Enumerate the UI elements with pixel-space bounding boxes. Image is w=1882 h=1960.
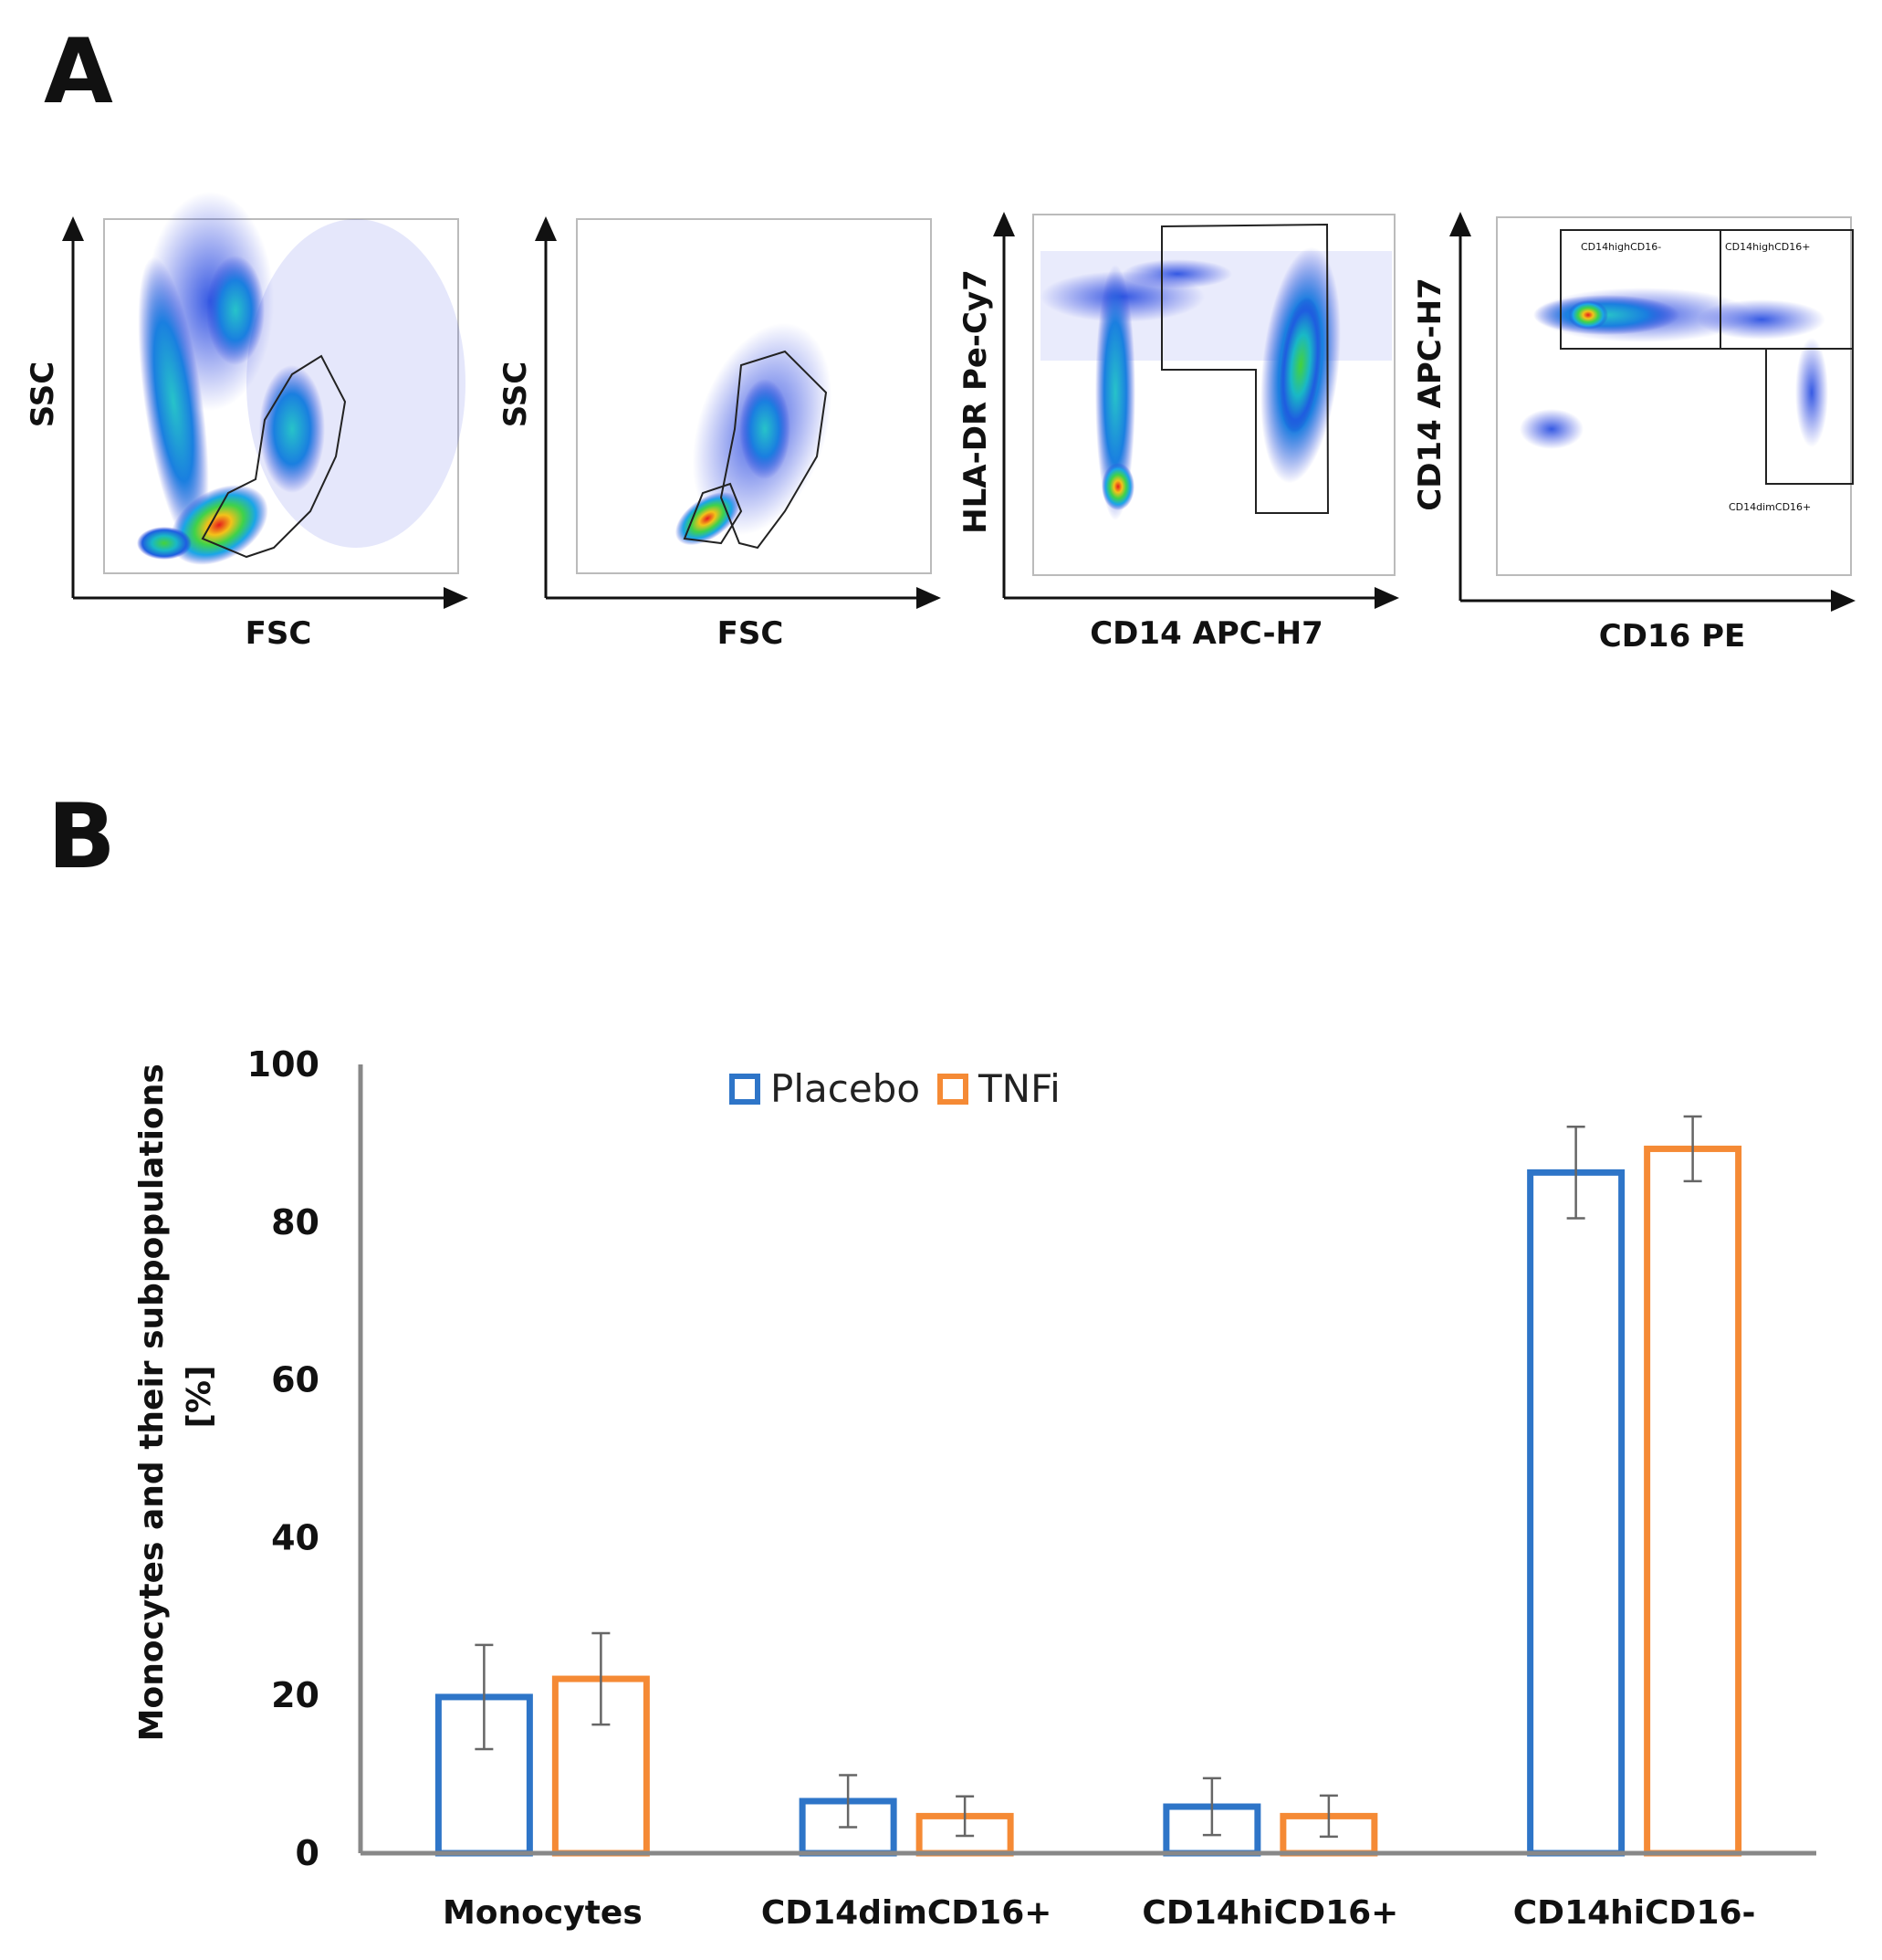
hla-dr-gate	[1161, 223, 1330, 514]
y-tick-label: 0	[296, 1833, 319, 1873]
monocyte-gate	[201, 354, 347, 559]
axes	[358, 1064, 1816, 1856]
x-axis-label: CD16 PE	[1599, 618, 1745, 655]
gate-box-cd14dim-cd16pos	[1765, 348, 1854, 485]
x-category-label: CD14dimCD16+	[761, 1894, 1052, 1932]
y-tick-label: 20	[271, 1675, 319, 1715]
gate-label-cd14dim-cd16pos: CD14dimCD16+	[1729, 501, 1811, 513]
bar-tnfi-cd14hicd16-	[1644, 1145, 1742, 1857]
flow-plot-4: CD14highCD16- CD14highCD16+ CD14dimCD16+…	[1412, 212, 1856, 655]
y-tick-label: 60	[271, 1360, 319, 1400]
lymph-gate	[683, 482, 743, 545]
panel-b-letter: B	[47, 785, 116, 889]
x-category-label: CD14hiCD16-	[1513, 1894, 1756, 1932]
density-cloud	[1520, 288, 1828, 449]
gate-label-cd14high-cd16pos: CD14highCD16+	[1725, 241, 1811, 253]
y-ticks: 0 20 40 60 80 100	[247, 1044, 319, 1873]
y-axis-title: Monocytes and their subpopulations [%]	[133, 1053, 218, 1742]
gate-label-cd14high-cd16neg: CD14highCD16-	[1581, 241, 1661, 253]
legend-swatch-tnfi	[937, 1074, 968, 1105]
flow-plot-2: FSC SSC	[497, 216, 941, 652]
x-axis-label: FSC	[246, 615, 312, 652]
x-axis-label: CD14 APC-H7	[1090, 615, 1323, 652]
y-axis-label: SSC	[497, 362, 534, 427]
x-category-label: CD14hiCD16+	[1142, 1894, 1398, 1932]
bar-placebo-cd14hicd16-	[1527, 1169, 1626, 1857]
y-axis-label: HLA-DR Pe-Cy7	[957, 269, 994, 534]
monocyte-gate	[719, 350, 828, 550]
y-axis-title-line-1: Monocytes and their subpopulations	[133, 1064, 171, 1741]
error-bars	[475, 1115, 1702, 1839]
x-category-label: Monocytes	[443, 1894, 643, 1932]
y-tick-label: 100	[247, 1044, 319, 1085]
y-axis-title-line-2: [%]	[181, 1366, 218, 1429]
y-axis-label: SSC	[25, 362, 61, 427]
legend-label-placebo: Placebo	[770, 1066, 920, 1111]
y-tick-label: 40	[271, 1517, 319, 1557]
x-axis-label: FSC	[717, 615, 784, 652]
legend: Placebo TNFi	[729, 1066, 1061, 1111]
flow-plot-1: FSC SSC	[25, 192, 468, 652]
y-tick-label: 80	[271, 1202, 319, 1242]
density-cloud	[1040, 246, 1392, 520]
bars	[434, 1145, 1742, 1857]
category-labels: Monocytes CD14dimCD16+ CD14hiCD16+ CD14hiCD…	[443, 1894, 1756, 1932]
panel-a-letter: A	[44, 20, 113, 124]
density-cloud	[137, 192, 465, 565]
plot-frame	[1496, 216, 1852, 576]
legend-label-tnfi: TNFi	[978, 1066, 1061, 1111]
bar-chart: Monocytes and their subpopulations [%] P…	[133, 1044, 1816, 1932]
flow-plot-3: CD14 APC-H7 HLA-DR Pe-Cy7	[957, 212, 1399, 652]
legend-swatch-placebo	[729, 1074, 760, 1105]
y-axis-label: CD14 APC-H7	[1412, 278, 1448, 511]
